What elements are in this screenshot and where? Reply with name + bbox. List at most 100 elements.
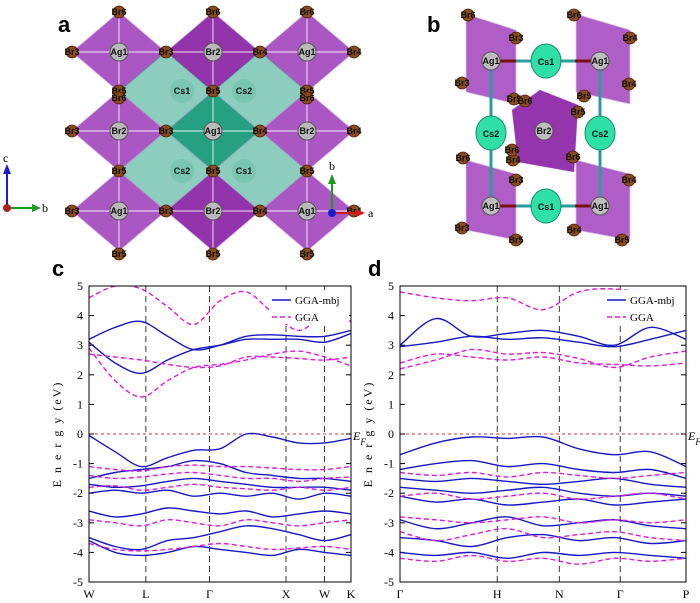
band-lines	[89, 286, 351, 557]
atom-label: Br4	[252, 47, 267, 57]
atom-label: Br2	[536, 126, 551, 136]
atom-label: Ag1	[482, 56, 499, 66]
br-atom	[65, 45, 79, 59]
br-atom	[253, 124, 267, 138]
atom-label: Br5	[576, 91, 591, 101]
band-gga	[89, 347, 351, 398]
panel-label-a: a	[58, 12, 71, 37]
band-gga	[400, 471, 686, 480]
legend-gga: GGA	[630, 312, 654, 324]
plot-frame	[88, 285, 352, 583]
atom-label: Br4	[621, 175, 636, 185]
cs1-atom-b	[530, 43, 562, 79]
y-tick-label: -3	[73, 516, 83, 530]
crystal-structure-a: Cs1 Cs2 Cs2 Cs1 Ag1 Ag1 Ag1 Ag1 Ag1 Br2 Br2 Br2…	[64, 5, 362, 261]
cs2-label-a: Cs2	[236, 86, 253, 96]
band-gga-mbj	[400, 486, 686, 497]
band-structure-d: Γ H N Γ P EF 5 4 3 2 1 0 -1 -2 -3 -4 -5 E n e r g y (eV) G…	[361, 279, 700, 601]
atom-label: Br6	[455, 153, 470, 163]
ag-atom	[481, 51, 501, 71]
band-gga	[400, 348, 686, 370]
br-atom	[509, 173, 523, 187]
octahedron	[213, 51, 307, 131]
atom-label: Br6	[299, 93, 314, 103]
band-gga-mbj	[89, 525, 351, 551]
cs1-label-b-lower: Cs1	[538, 202, 555, 212]
br-atom	[206, 5, 220, 19]
kpoint-label: L	[142, 587, 149, 601]
kpoint-label: K	[347, 587, 356, 601]
atom-label: Ag1	[204, 126, 221, 136]
atom-label: Br5	[205, 249, 220, 259]
band-gga	[400, 527, 686, 542]
kpoint-label: N	[555, 587, 564, 601]
band-gga	[400, 353, 686, 367]
br-atom	[112, 164, 126, 178]
panel-label-b: b	[427, 12, 440, 37]
ag-atom	[481, 196, 501, 216]
atom-label: Br3	[454, 78, 469, 88]
band-gga-mbj	[400, 435, 686, 468]
band-gga	[89, 519, 351, 527]
octahedron	[213, 131, 307, 211]
band-gga-mbj	[400, 329, 686, 348]
atom-label: Br5	[299, 166, 314, 176]
cs1-label-a: Cs1	[174, 86, 191, 96]
br-atom	[65, 124, 79, 138]
br-atom	[622, 77, 636, 91]
br-atom	[300, 247, 314, 261]
band-gga-mbj	[400, 516, 686, 530]
atom-label: Br4	[566, 225, 581, 235]
ag-atom	[109, 121, 129, 141]
y-tick-label: 2	[77, 368, 83, 382]
band-gga	[400, 288, 686, 311]
legend-box	[604, 290, 684, 324]
band-gga-mbj	[89, 539, 351, 557]
br-atom	[567, 8, 581, 22]
cs1-atom-b-lower	[530, 188, 562, 224]
br-atom	[456, 151, 470, 165]
atom-label: Br3	[158, 206, 173, 216]
ag-atom	[297, 121, 317, 141]
cs1-label-a-lower: Cs1	[236, 166, 253, 176]
y-tick-label: 4	[77, 309, 83, 323]
band-gga-mbj	[400, 551, 686, 560]
y-axis-label: E n e r g y (eV)	[361, 381, 375, 488]
cs2-label-b-right: Cs2	[592, 129, 609, 139]
cs2-label-b: Cs2	[483, 129, 500, 139]
br-atom	[112, 247, 126, 261]
atom-label: Br4	[252, 206, 267, 216]
y-tick-label: -2	[73, 486, 83, 500]
atom-label: Br5	[506, 94, 521, 104]
band-gga-mbj	[89, 477, 351, 491]
br-atom	[112, 91, 126, 105]
kpoint-label: Γ	[397, 587, 404, 601]
kpoint-label: Γ	[617, 587, 624, 601]
atom-label: Br2	[205, 47, 220, 57]
y-tick-label: 1	[388, 397, 394, 411]
atom-label: Br6	[299, 7, 314, 17]
axes-indicator-a: c b	[3, 151, 48, 215]
y-tick-label: -1	[384, 457, 394, 471]
band-gga	[89, 353, 351, 369]
br-atom	[571, 105, 585, 119]
kpoint-label: W	[83, 587, 95, 601]
band-gga-mbj	[400, 533, 686, 548]
y-tick-label: -5	[73, 575, 83, 589]
br-atom	[300, 164, 314, 178]
octahedron	[119, 51, 213, 131]
atom-label: Br3	[158, 126, 173, 136]
kpoint-label: P	[683, 587, 690, 601]
y-tick-label: -5	[384, 575, 394, 589]
kpoint-label: W	[319, 587, 331, 601]
band-gga-mbj	[400, 459, 686, 480]
atom-label: Ag1	[298, 206, 315, 216]
y-tick-label: 0	[77, 427, 83, 441]
band-gga	[89, 464, 351, 472]
band-gga	[400, 516, 686, 524]
ag-atom	[590, 51, 610, 71]
band-gga	[89, 542, 351, 552]
br-atom	[509, 233, 523, 247]
br-atom	[505, 143, 519, 157]
